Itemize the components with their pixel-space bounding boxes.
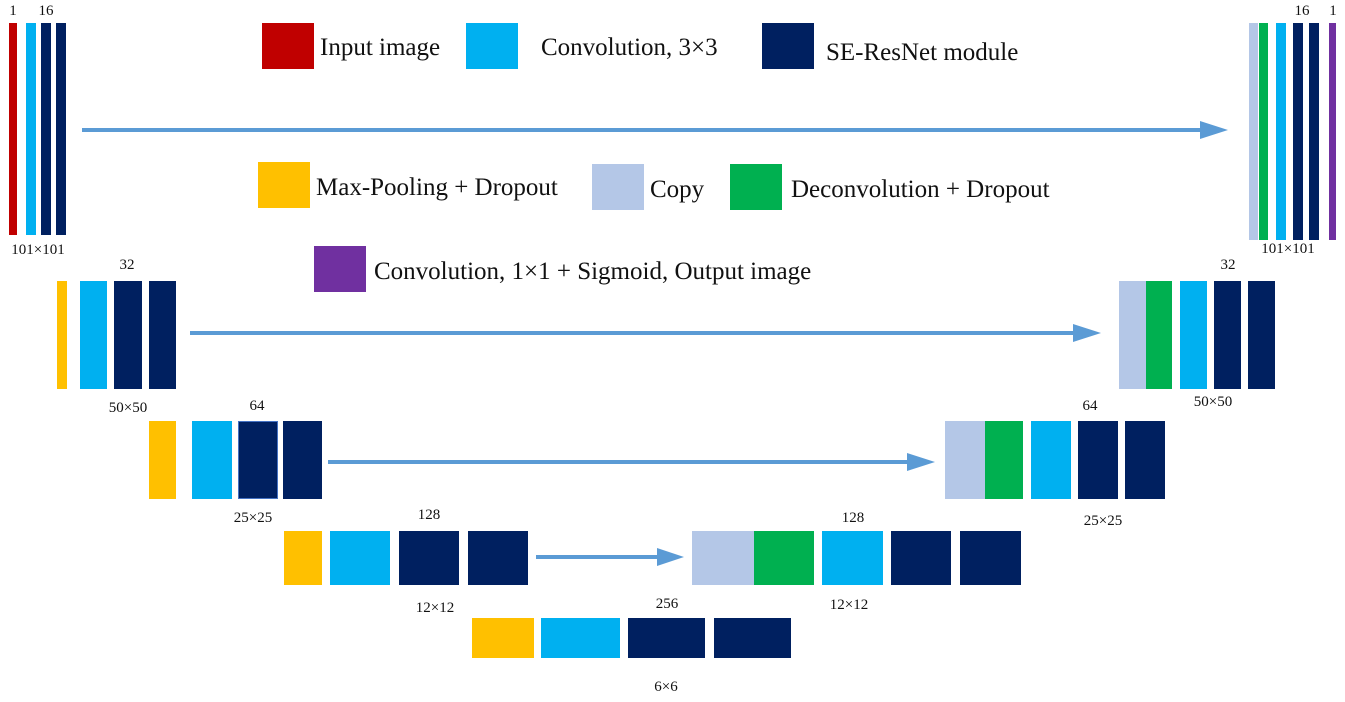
conv3-block: [26, 23, 36, 235]
legend-label-copy: Copy: [650, 176, 705, 203]
conv3-block: [541, 618, 620, 658]
deconvolution-block: [754, 531, 814, 585]
max-pooling-block: [472, 618, 534, 658]
legend-label-deconvolution: Deconvolution + Dropout: [791, 176, 1050, 203]
legend-swatch-conv-1x1-sigmoid: [314, 246, 366, 292]
skip-arrow-level-0: [82, 121, 1228, 139]
size-label: 50×50: [1193, 394, 1233, 410]
size-label: 6×6: [654, 679, 678, 695]
size-label: 25×25: [1083, 513, 1123, 529]
se-resnet-block: [1309, 23, 1319, 240]
channel-label: 1: [1329, 3, 1337, 19]
conv3-block: [80, 281, 107, 389]
deconvolution-block: [1259, 23, 1268, 240]
legend-swatch-max-pooling: [258, 162, 310, 208]
channel-label: 128: [417, 507, 441, 523]
max-pooling-block: [284, 531, 322, 585]
legend-swatch-copy: [592, 164, 644, 210]
se-resnet-block: [149, 281, 176, 389]
size-label: 12×12: [829, 597, 869, 613]
conv3-block: [822, 531, 883, 585]
deconvolution-block: [985, 421, 1023, 499]
legend-label-se-resnet: SE-ResNet module: [826, 39, 1019, 66]
input-image-block: [9, 23, 17, 235]
channel-label: 256: [655, 596, 679, 612]
se-resnet-block: [1214, 281, 1241, 389]
conv3-block: [1276, 23, 1286, 240]
se-resnet-block: [1125, 421, 1165, 499]
se-resnet-block: [238, 421, 278, 499]
legend-label-input-image: Input image: [320, 34, 441, 61]
output-conv1-sigmoid-block: [1329, 23, 1336, 240]
legend-swatch-deconvolution: [730, 164, 782, 210]
skip-arrow-level-2: [328, 453, 935, 471]
conv3-block: [1180, 281, 1207, 389]
se-resnet-block: [468, 531, 528, 585]
channel-label: 16: [38, 3, 54, 19]
max-pooling-block: [149, 421, 176, 499]
skip-arrow-level-1: [190, 324, 1101, 342]
conv3-block: [330, 531, 390, 585]
channel-label: 64: [1082, 398, 1098, 414]
legend-label-convolution-3x3: Convolution, 3×3: [541, 34, 718, 61]
max-pooling-block: [57, 281, 67, 389]
deconvolution-block: [1146, 281, 1172, 389]
se-resnet-block: [1248, 281, 1275, 389]
size-label: 50×50: [108, 400, 148, 416]
channel-label: 64: [249, 398, 265, 414]
copy-block: [692, 531, 754, 585]
copy-block: [945, 421, 985, 499]
size-label: 101×101: [11, 242, 65, 258]
channel-label: 1: [9, 3, 17, 19]
se-resnet-block: [283, 421, 322, 499]
se-resnet-block: [891, 531, 951, 585]
legend-swatch-se-resnet: [762, 23, 814, 69]
se-resnet-block: [628, 618, 705, 658]
se-resnet-block: [41, 23, 51, 235]
size-label: 101×101: [1261, 241, 1315, 257]
se-resnet-block: [56, 23, 66, 235]
size-label: 12×12: [415, 600, 455, 616]
legend-label-conv-1x1-sigmoid: Convolution, 1×1 + Sigmoid, Output image: [374, 258, 812, 285]
skip-arrow-level-3: [536, 548, 684, 566]
se-resnet-block: [1293, 23, 1303, 240]
se-resnet-block: [114, 281, 142, 389]
se-resnet-block: [1078, 421, 1118, 499]
channel-label: 32: [1220, 257, 1236, 273]
se-resnet-block: [960, 531, 1021, 585]
channel-label: 32: [119, 257, 135, 273]
se-resnet-block: [399, 531, 459, 585]
channel-label: 128: [841, 510, 865, 526]
conv3-block: [1031, 421, 1071, 499]
channel-label: 16: [1294, 3, 1310, 19]
size-label: 25×25: [233, 510, 273, 526]
copy-block: [1119, 281, 1146, 389]
copy-block: [1249, 23, 1258, 240]
legend-swatch-input-image: [262, 23, 314, 69]
legend-label-max-pooling: Max-Pooling + Dropout: [316, 174, 558, 201]
se-resnet-block: [714, 618, 791, 658]
conv3-block: [192, 421, 232, 499]
legend-swatch-convolution-3x3: [466, 23, 518, 69]
